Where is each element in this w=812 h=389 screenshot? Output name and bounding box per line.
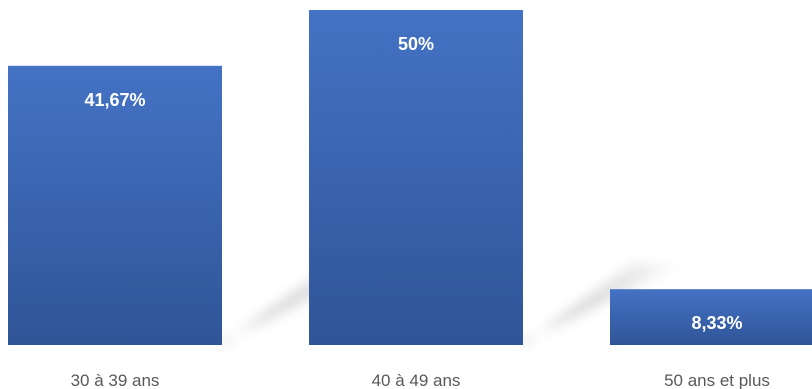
bars [8, 10, 812, 345]
data-label: 8,33% [691, 313, 742, 333]
category-label: 50 ans et plus [664, 371, 770, 389]
data-label: 50% [398, 34, 434, 54]
category-labels: 30 à 39 ans 40 à 49 ans 50 ans et plus [71, 371, 770, 389]
bar-1 [8, 65, 222, 345]
data-label: 41,67% [84, 90, 145, 110]
category-label: 40 à 49 ans [372, 371, 461, 389]
bar-2 [309, 10, 523, 345]
bar-3 [610, 289, 812, 345]
category-label: 30 à 39 ans [71, 371, 160, 389]
data-labels: 41,67% 50% 8,33% [84, 34, 742, 333]
